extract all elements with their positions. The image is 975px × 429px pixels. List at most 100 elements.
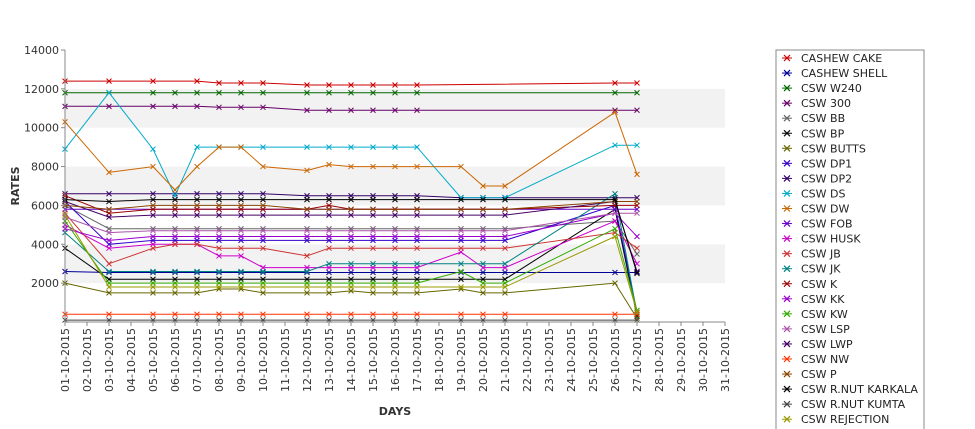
legend: CASHEW CAKE CASHEW SHELL CSW W240 CSW 300 CS… [775,49,925,429]
data-point-marker [414,290,420,296]
data-point-marker [238,202,244,209]
data-point-marker [194,78,200,84]
data-point-marker [414,284,420,290]
data-point-marker [150,103,156,110]
x-tick-label: 02-10-2015 [81,328,94,392]
data-point-marker [480,196,486,203]
data-point-marker [370,311,376,318]
data-point-marker [458,163,464,170]
data-point-marker [172,268,178,275]
data-point-marker [634,233,640,240]
data-point-marker [216,233,222,240]
data-point-marker [634,171,640,178]
series-25 [62,212,640,316]
data-point-marker [458,269,464,276]
x-tick-label: 08-10-2015 [213,328,226,392]
data-point-marker [216,284,222,290]
data-point-marker [326,161,332,168]
data-point-marker [194,268,200,275]
data-point-marker [106,311,112,318]
data-point-marker [194,212,200,218]
data-point-marker [370,284,376,290]
data-point-marker [480,227,486,234]
x-tick-label: 17-10-2015 [411,328,424,392]
data-point-marker [216,268,222,275]
data-point-marker [326,245,332,252]
data-point-marker [238,196,244,203]
data-point-marker [392,107,398,114]
data-point-marker [216,227,222,234]
data-point-marker [392,89,398,96]
x-tick-label: 24-10-2015 [565,328,578,392]
data-point-marker [502,227,508,234]
data-point-marker [238,190,244,197]
grid-band [65,88,725,128]
data-point-marker [370,227,376,234]
data-point-marker [260,163,266,170]
data-point-marker [326,144,332,150]
data-point-marker [612,269,618,276]
legend-label: CSW R.NUT KARKALA [801,383,918,396]
data-point-marker [370,196,376,203]
legend-label: CSW BP [801,127,845,140]
legend-label: CSW NW [801,353,849,366]
data-point-marker [634,245,640,252]
legend-box [775,49,925,429]
series-line [65,105,637,111]
data-point-marker [238,269,244,276]
data-point-marker [194,311,200,318]
data-point-marker [216,190,222,197]
legend-label: CSW BUTTS [801,142,866,155]
x-tick-label: 01-10-2015 [59,328,72,392]
data-point-marker [414,269,420,276]
data-point-marker [260,311,266,318]
data-point-marker [172,187,178,193]
data-point-marker [634,251,640,257]
data-point-marker [106,190,112,197]
data-point-marker [502,260,508,267]
data-point-marker [172,311,178,318]
grid-band [65,283,725,322]
data-point-marker [194,196,200,203]
data-point-marker [370,245,376,252]
data-point-marker [458,245,464,252]
data-point-marker [348,163,354,170]
data-point-marker [238,245,244,252]
data-point-marker [150,202,156,209]
data-point-marker [502,290,508,296]
data-point-marker [106,214,112,220]
data-point-marker [260,269,266,276]
data-point-marker [480,284,486,290]
series-10 [62,89,640,201]
data-point-marker [260,284,266,290]
data-point-marker [480,233,486,240]
data-point-marker [612,311,618,318]
data-point-marker [150,268,156,275]
data-point-marker [392,290,398,296]
data-point-marker [260,227,266,234]
data-point-marker [502,233,508,240]
data-point-marker [326,227,332,234]
data-point-marker [392,260,398,267]
data-point-marker [480,269,486,276]
x-tick-label: 06-10-2015 [169,328,182,392]
y-tick-label: 12000 [24,83,59,96]
data-point-marker [392,233,398,240]
data-point-marker [150,311,156,318]
data-point-marker [106,198,112,205]
data-point-marker [370,233,376,240]
data-point-marker [392,212,398,218]
data-point-marker [414,233,420,240]
data-point-marker [612,142,618,149]
data-point-marker [370,144,376,150]
data-point-marker [612,225,618,232]
data-point-marker [502,183,508,189]
data-point-marker [172,227,178,234]
data-point-marker [612,89,618,96]
data-point-marker [458,311,464,318]
data-point-marker [502,284,508,290]
data-point-marker [216,104,222,111]
x-axis-title: DAYS [379,405,412,418]
data-point-marker [612,109,618,116]
data-point-marker [634,89,640,96]
